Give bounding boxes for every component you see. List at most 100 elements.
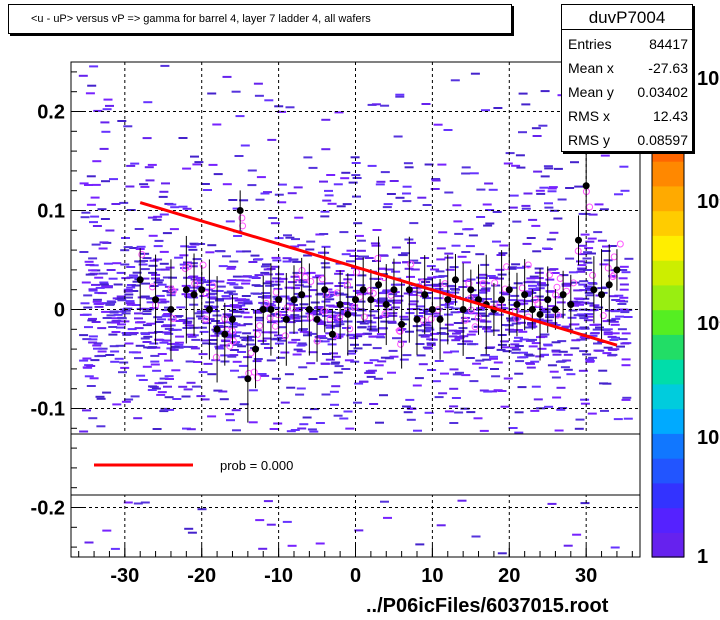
open-marker <box>465 280 473 288</box>
hist-cell <box>167 342 176 345</box>
hist-cell <box>119 361 129 364</box>
hist-cell <box>127 328 137 331</box>
profile-point <box>375 281 383 289</box>
hist-cell <box>287 192 297 195</box>
hist-cell <box>341 253 351 256</box>
hist-cell <box>169 348 179 351</box>
hist-cell <box>618 277 628 280</box>
hist-cell <box>373 316 383 319</box>
hist-cell <box>184 295 194 298</box>
profile-point <box>467 286 475 294</box>
hist-cell <box>378 327 388 330</box>
hist-cell <box>377 300 387 303</box>
hist-cell <box>353 401 362 404</box>
hist-cell <box>405 312 415 315</box>
hist-cell <box>146 322 156 325</box>
hist-cell <box>198 371 208 374</box>
hist-cell <box>116 326 125 329</box>
hist-cell <box>297 244 307 247</box>
open-marker <box>407 260 415 268</box>
hist-cell <box>291 238 300 241</box>
hist-cell <box>308 351 318 354</box>
hist-cell <box>431 179 441 182</box>
hist-cell <box>354 257 364 260</box>
hist-cell <box>120 263 130 266</box>
hist-cell <box>532 250 542 253</box>
hist-cell <box>225 220 235 223</box>
hist-cell <box>402 185 412 188</box>
hist-cell <box>510 346 519 349</box>
hist-cell <box>364 371 374 374</box>
hist-cell <box>444 410 454 413</box>
hist-cell <box>208 292 217 295</box>
hist-cell <box>91 183 101 186</box>
hist-cell <box>245 339 255 342</box>
hist-cell <box>99 283 109 286</box>
hist-cell <box>214 298 224 301</box>
hist-cell <box>231 90 241 93</box>
hist-cell <box>253 358 263 360</box>
hist-cell <box>124 342 134 345</box>
hist-cell <box>230 305 240 308</box>
hist-cell <box>580 398 590 401</box>
profile-point <box>282 315 290 323</box>
hist-cell <box>274 342 284 345</box>
hist-cell <box>387 320 397 323</box>
hist-cell <box>159 262 169 265</box>
hist-cell <box>321 245 331 248</box>
hist-cell <box>148 346 158 349</box>
hist-cell <box>438 392 448 395</box>
hist-cell <box>490 329 500 332</box>
hist-cell <box>174 341 184 344</box>
hist-cell <box>584 291 594 294</box>
hist-cell <box>151 387 161 390</box>
hist-cell <box>614 193 623 196</box>
hist-cell <box>265 284 275 287</box>
hist-cell <box>230 369 239 372</box>
hist-cell <box>568 271 578 274</box>
hist-cell <box>210 320 220 322</box>
hist-cell <box>216 325 226 328</box>
hist-cell <box>533 170 543 173</box>
hist-cell <box>210 334 220 337</box>
hist-cell <box>510 343 520 346</box>
hist-cell <box>607 245 617 247</box>
hist-cell <box>354 382 364 385</box>
hist-cell <box>188 346 198 348</box>
hist-cell <box>615 315 625 318</box>
hist-cell <box>514 372 524 375</box>
hist-cell <box>430 268 440 271</box>
hist-cell <box>233 235 243 237</box>
hist-cell <box>175 320 185 322</box>
open-marker <box>518 284 526 292</box>
hist-cell <box>285 297 295 300</box>
hist-cell <box>119 201 129 204</box>
hist-cell <box>164 359 174 362</box>
hist-cell <box>126 284 136 286</box>
hist-cell <box>584 315 594 318</box>
hist-cell <box>126 276 136 279</box>
hist-cell <box>448 335 458 338</box>
hist-cell <box>611 317 621 320</box>
hist-cell <box>317 251 327 254</box>
hist-cell <box>115 344 125 347</box>
hist-cell <box>103 262 113 265</box>
hist-cell <box>324 189 333 192</box>
hist-cell <box>140 295 150 298</box>
hist-cell <box>277 339 287 342</box>
hist-cell <box>183 261 192 264</box>
hist-cell <box>440 372 449 375</box>
hist-cell <box>430 312 440 315</box>
hist-cell <box>492 240 501 243</box>
hist-cell <box>190 278 200 281</box>
open-marker <box>191 280 199 288</box>
hist-cell <box>97 292 107 295</box>
hist-cell <box>583 319 593 322</box>
hist-cell <box>457 343 467 345</box>
hist-cell <box>185 360 195 363</box>
hist-cell <box>482 326 492 329</box>
hist-cell <box>374 364 384 367</box>
hist-cell <box>267 138 277 141</box>
hist-cell <box>301 272 311 275</box>
hist-cell <box>424 313 434 316</box>
